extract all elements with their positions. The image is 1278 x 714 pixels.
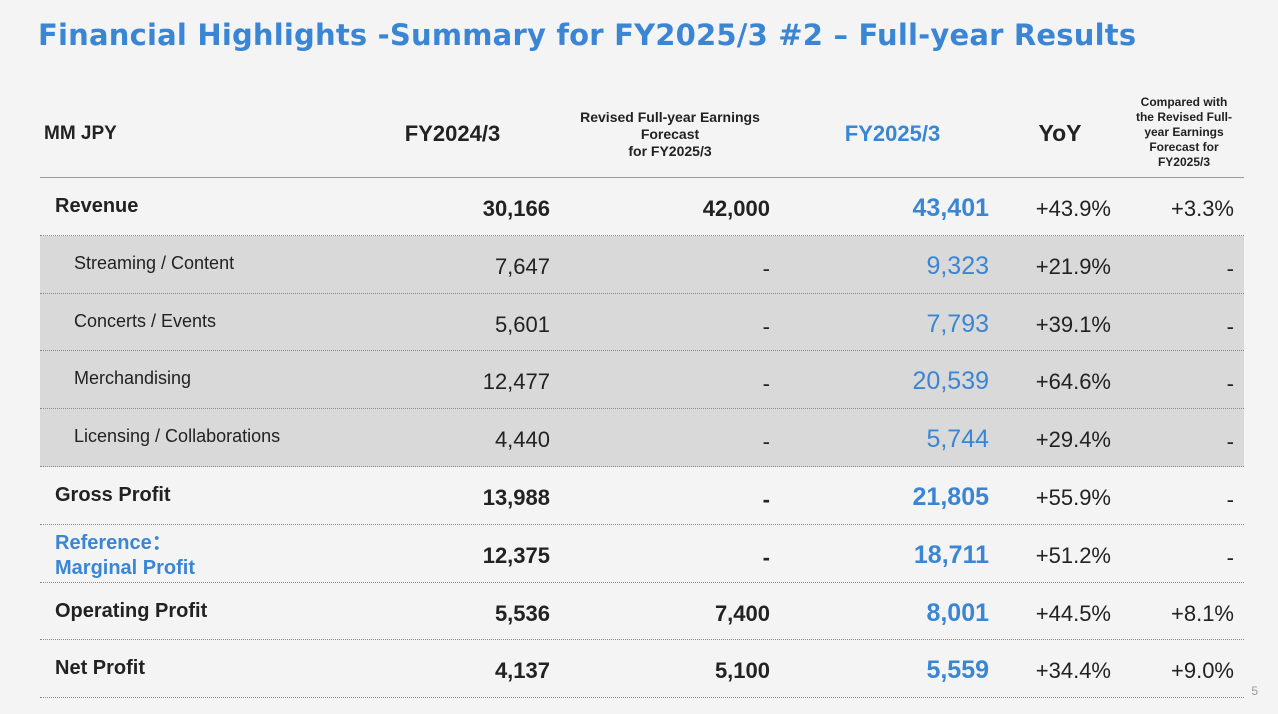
cell-fy2024: 30,166 <box>482 196 550 221</box>
row-label: Concerts / Events <box>74 310 217 331</box>
header-fy2025: FY2025/3 <box>844 121 941 146</box>
header-fy2024: FY2024/3 <box>404 121 501 146</box>
cell-compared: - <box>1226 313 1234 339</box>
cell-fy2024: 4,440 <box>494 427 550 453</box>
header-unit: MM JPY <box>44 123 117 144</box>
table-row-net-profit: Net Profit 4,137 5,100 5,559 +34.4% +9.0… <box>40 640 1244 699</box>
cell-yoy: +39.1% <box>1035 311 1111 337</box>
cell-fy2024: 7,647 <box>494 253 550 279</box>
table-row-licensing: Licensing / Collaborations 4,440 - 5,744… <box>40 409 1244 467</box>
cell-forecast: - <box>762 313 770 339</box>
header-yoy: YoY <box>1038 120 1082 146</box>
row-label-line: Marginal Profit <box>55 556 196 579</box>
cell-forecast: - <box>762 429 770 455</box>
cell-yoy: +21.9% <box>1035 253 1111 279</box>
header-compared-line: Compared with <box>1140 95 1228 109</box>
cell-fy2025: 5,744 <box>926 425 989 454</box>
financial-table: MM JPY FY2024/3 Revised Full-year Earnin… <box>40 88 1244 699</box>
cell-forecast: - <box>762 486 770 512</box>
cell-compared: - <box>1226 486 1234 512</box>
cell-fy2025: 18,711 <box>913 540 989 569</box>
cell-fy2025: 21,805 <box>912 482 989 511</box>
table-row-gross-profit: Gross Profit 13,988 - 21,805 +55.9% - <box>40 467 1244 525</box>
cell-fy2025: 20,539 <box>912 367 989 396</box>
cell-fy2025: 43,401 <box>912 194 989 222</box>
cell-forecast: 5,100 <box>714 658 770 684</box>
row-label: Gross Profit <box>55 483 171 506</box>
row-label: Net Profit <box>55 657 145 680</box>
cell-fy2024: 13,988 <box>482 484 550 510</box>
row-label: Licensing / Collaborations <box>74 426 281 447</box>
cell-compared: - <box>1226 544 1234 570</box>
cell-yoy: +51.2% <box>1035 542 1111 568</box>
table-row-streaming: Streaming / Content 7,647 - 9,323 +21.9%… <box>40 235 1244 294</box>
cell-fy2024: 12,477 <box>482 369 550 395</box>
table-row-concerts: Concerts / Events 5,601 - 7,793 +39.1% - <box>40 293 1244 352</box>
header-forecast-line: Revised Full-year Earnings <box>580 109 760 125</box>
table-row-operating-profit: Operating Profit 5,536 7,400 8,001 +44.5… <box>40 583 1244 641</box>
header-compared-line: Forecast for <box>1149 140 1219 154</box>
cell-forecast: - <box>762 371 770 397</box>
header-compared-line: year Earnings <box>1144 125 1224 139</box>
cell-forecast: - <box>762 544 770 570</box>
cell-compared: +8.1% <box>1171 600 1234 626</box>
header-forecast-line: for FY2025/3 <box>628 143 712 159</box>
cell-yoy: +34.4% <box>1035 658 1111 684</box>
page-title: Financial Highlights -Summary for FY2025… <box>38 18 1137 52</box>
cell-compared: +9.0% <box>1171 658 1234 684</box>
cell-compared: - <box>1226 255 1234 281</box>
cell-yoy: +29.4% <box>1035 427 1111 453</box>
row-label: Merchandising <box>74 368 192 389</box>
cell-yoy: +43.9% <box>1035 196 1111 221</box>
header-compared-line: the Revised Full- <box>1135 110 1233 124</box>
table-header: MM JPY FY2024/3 Revised Full-year Earnin… <box>40 88 1244 178</box>
row-label: Operating Profit <box>55 599 208 622</box>
cell-yoy: +64.6% <box>1035 369 1111 395</box>
cell-fy2025: 9,323 <box>926 251 989 280</box>
header-forecast: Revised Full-year Earnings Forecast for … <box>560 109 780 160</box>
header-compared-line: FY2025/3 <box>1157 155 1211 169</box>
cell-forecast: - <box>762 255 770 281</box>
cell-fy2025: 8,001 <box>926 598 989 627</box>
cell-fy2025: 7,793 <box>926 309 989 338</box>
header-forecast-line: Forecast <box>640 126 700 142</box>
cell-compared: - <box>1226 429 1234 455</box>
cell-compared: - <box>1226 371 1234 397</box>
cell-yoy: +44.5% <box>1035 600 1111 626</box>
row-label-line: Reference： <box>55 531 172 554</box>
cell-fy2024: 5,601 <box>494 311 550 337</box>
page-number: 5 <box>1251 684 1258 698</box>
table-row-marginal-profit: Reference： Marginal Profit 12,375 - 18,7… <box>40 525 1244 583</box>
cell-fy2024: 4,137 <box>494 658 550 684</box>
row-label: Reference： Marginal Profit <box>55 531 195 581</box>
table-row-revenue: Revenue 30,166 42,000 43,401 +43.9% +3.3… <box>40 178 1244 236</box>
row-label: Revenue <box>55 195 139 217</box>
header-compared: Compared with the Revised Full- year Ear… <box>1122 95 1246 170</box>
row-label: Streaming / Content <box>74 252 235 273</box>
cell-forecast: 42,000 <box>702 196 770 221</box>
cell-forecast: 7,400 <box>714 600 770 626</box>
table-row-merchandising: Merchandising 12,477 - 20,539 +64.6% - <box>40 351 1244 410</box>
cell-fy2024: 5,536 <box>494 600 550 626</box>
cell-yoy: +55.9% <box>1035 484 1111 510</box>
cell-fy2025: 5,559 <box>926 656 989 685</box>
cell-compared: +3.3% <box>1171 196 1234 221</box>
cell-fy2024: 12,375 <box>482 542 550 568</box>
